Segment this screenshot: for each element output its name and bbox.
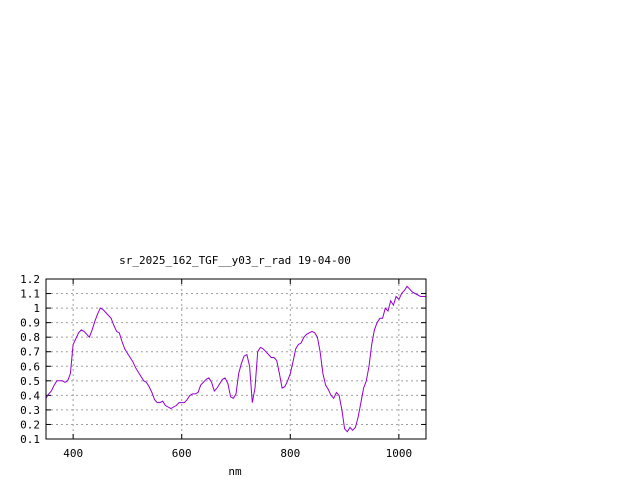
y-tick-label: 0.1	[20, 433, 40, 446]
x-tick-label: 600	[172, 447, 192, 460]
y-tick-label: 1	[33, 302, 40, 315]
ticks	[46, 278, 426, 440]
y-tick-label: 0.8	[20, 331, 40, 344]
chart-title: sr_2025_162_TGF__y03_r_rad 19-04-00	[119, 254, 351, 267]
x-tick-label: 1000	[386, 447, 413, 460]
y-tick-labels: 0.1 0.20.3 0.40.5 0.60.7 0.80.9 11.1 1.2	[20, 273, 40, 446]
y-tick-label: 0.5	[20, 375, 40, 388]
y-tick-label: 1.1	[20, 288, 40, 301]
y-tick-label: 0.7	[20, 346, 40, 359]
y-tick-label: 0.9	[20, 317, 40, 330]
x-axis-label: nm	[228, 465, 242, 478]
series-line	[45, 285, 426, 433]
grid	[46, 279, 426, 439]
y-tick-label: 0.2	[20, 418, 40, 431]
y-tick-label: 0.3	[20, 404, 40, 417]
x-tick-labels: 400 600 800 1000	[63, 447, 412, 460]
y-tick-label: 0.4	[20, 389, 40, 402]
x-tick-label: 800	[280, 447, 300, 460]
plot-frame	[45, 278, 427, 440]
y-tick-label: 0.6	[20, 360, 40, 373]
x-tick-label: 400	[63, 447, 83, 460]
y-tick-label: 1.2	[20, 273, 40, 286]
